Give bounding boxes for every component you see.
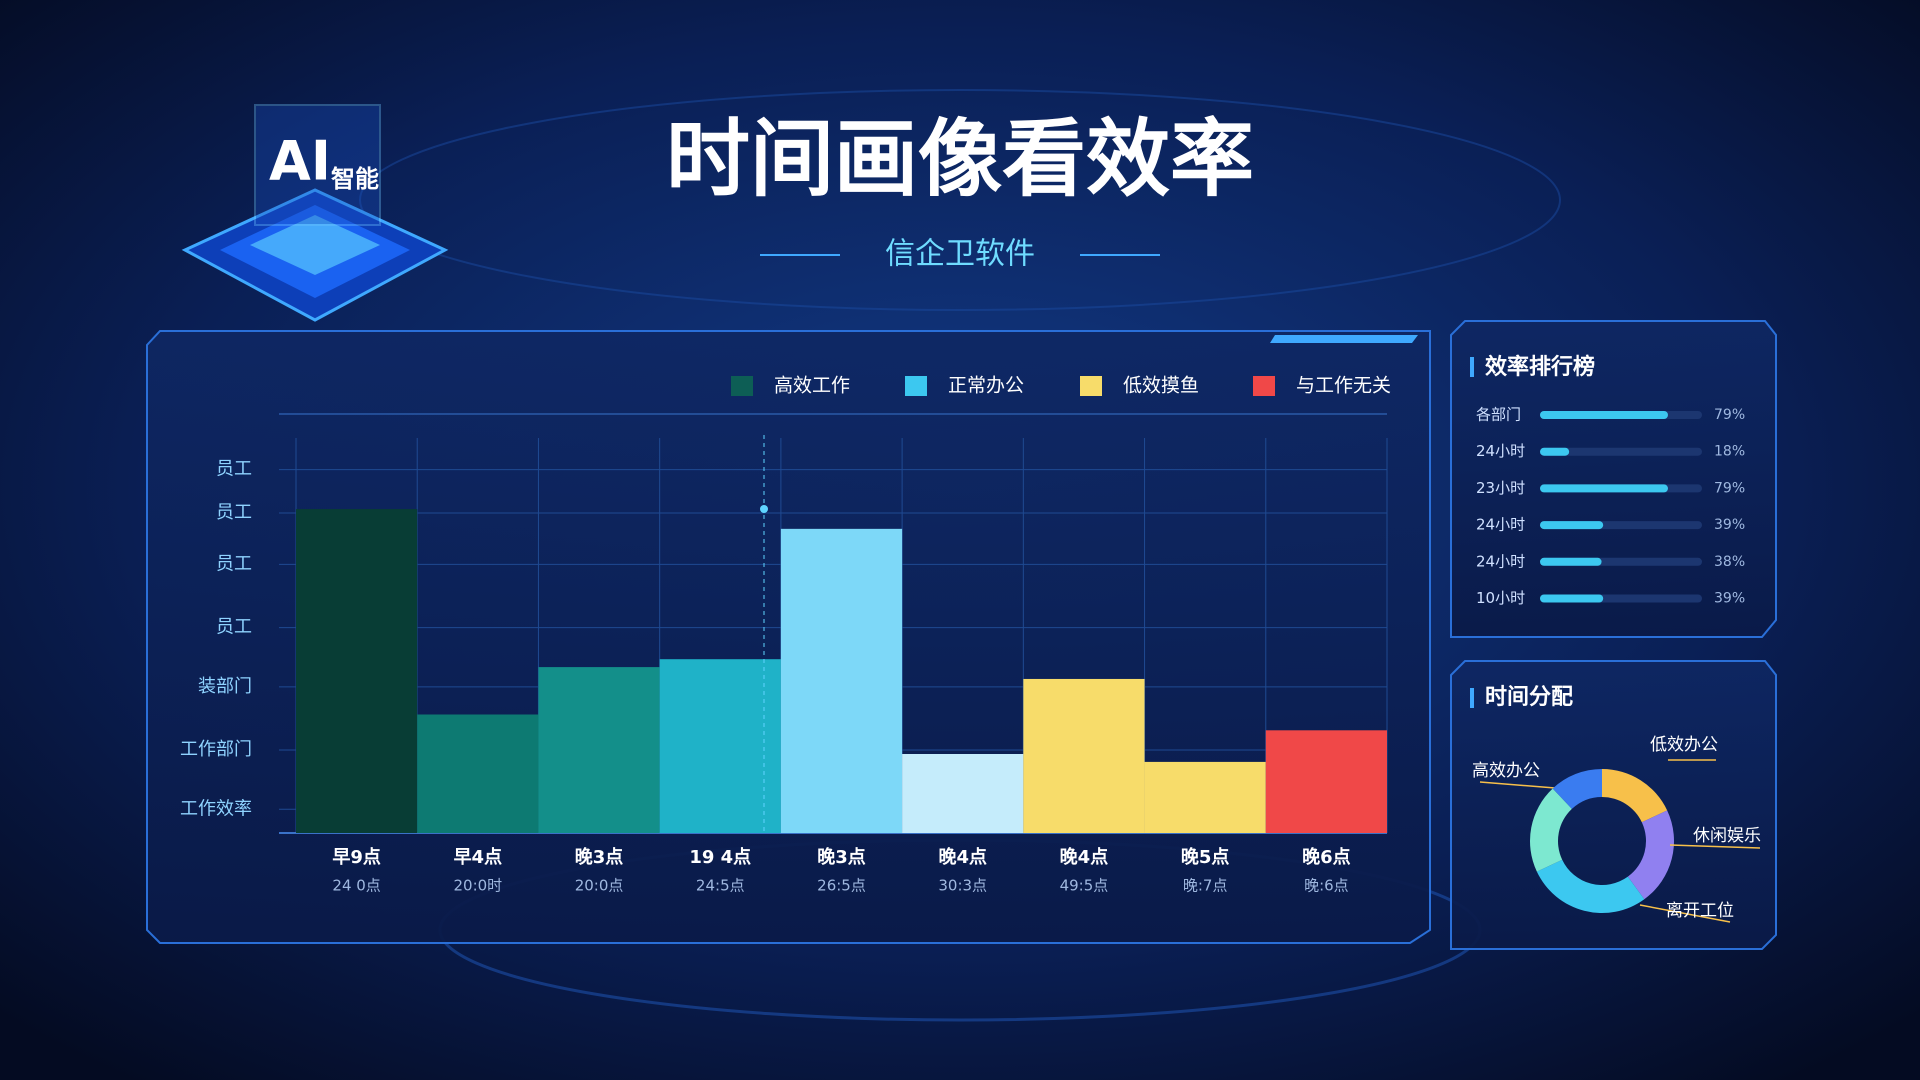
- row-label: 24小时: [1476, 552, 1525, 570]
- bar: [902, 754, 1024, 833]
- badge-subtext: 智能: [331, 165, 379, 193]
- x-tick-sublabel: 26:5点: [817, 877, 866, 895]
- subtitle: 信企卫软件: [885, 237, 1035, 272]
- bar: [780, 528, 903, 833]
- bar: [1265, 730, 1387, 833]
- value-label: 18%: [1714, 444, 1745, 460]
- x-tick-label: 19 4点: [689, 846, 751, 868]
- title-ring: [359, 89, 1561, 311]
- bar: [1144, 761, 1266, 833]
- x-tick-label: 早4点: [454, 846, 503, 868]
- x-tick-label: 晚4点: [938, 846, 987, 868]
- bar: [296, 509, 418, 833]
- x-tick-sublabel: 晚:7点: [1183, 877, 1228, 895]
- legend-label: 低效摸鱼: [1123, 375, 1199, 397]
- x-tick-label: 晚4点: [1060, 846, 1109, 868]
- ai-badge: [181, 104, 449, 322]
- donut-segment: [1602, 769, 1668, 823]
- bar: [659, 659, 781, 833]
- row-label: 24小时: [1476, 442, 1525, 460]
- value-label: 39%: [1714, 517, 1745, 533]
- x-tick-sublabel: 49:5点: [1060, 877, 1109, 895]
- bar: [1540, 594, 1604, 603]
- row-label: 24小时: [1476, 516, 1525, 534]
- x-tick-label: 晚5点: [1181, 846, 1230, 868]
- panel-title: 时间分配: [1485, 685, 1573, 710]
- donut-panel: [1450, 660, 1777, 950]
- leader-line: [1639, 904, 1731, 923]
- x-tick-sublabel: 晚:6点: [1304, 877, 1349, 895]
- x-tick-label: 晚3点: [575, 846, 624, 868]
- legend-swatch: [905, 376, 927, 396]
- bar: [538, 667, 660, 833]
- bar: [1540, 521, 1604, 530]
- y-tick-label: 工作效率: [180, 798, 252, 819]
- panel-deco: [1270, 335, 1418, 343]
- title: 时间画像看效率: [666, 110, 1254, 208]
- legend-swatch: [1253, 376, 1275, 396]
- legend-swatch: [1080, 376, 1102, 396]
- panel-title: 效率排行榜: [1485, 354, 1595, 380]
- donut-label: 休闲娱乐: [1693, 826, 1761, 846]
- title-marker: [1470, 688, 1474, 708]
- bar: [417, 714, 539, 833]
- x-tick-label: 晚6点: [1302, 846, 1351, 868]
- row-label: 各部门: [1476, 406, 1521, 424]
- value-label: 39%: [1714, 591, 1745, 607]
- row-label: 10小时: [1476, 589, 1525, 607]
- cursor-dot: [760, 505, 768, 513]
- bar: [1023, 678, 1145, 833]
- y-tick-label: 工作部门: [180, 739, 252, 760]
- legend-swatch: [731, 376, 753, 396]
- title-marker: [1470, 357, 1474, 377]
- value-label: 38%: [1714, 554, 1745, 570]
- value-label: 79%: [1714, 407, 1745, 423]
- y-tick-label: 员工: [216, 553, 252, 574]
- donut-segment: [1530, 788, 1572, 872]
- bar: [1540, 484, 1668, 493]
- bar: [1540, 447, 1570, 456]
- legend-label: 正常办公: [948, 375, 1024, 397]
- y-tick-label: 员工: [216, 502, 252, 523]
- x-tick-label: 早9点: [332, 846, 381, 868]
- x-tick-sublabel: 20:0点: [575, 877, 624, 895]
- x-tick-sublabel: 24:5点: [696, 877, 745, 895]
- legend-label: 高效工作: [774, 375, 850, 397]
- y-tick-label: 员工: [216, 459, 252, 480]
- donut-label: 高效办公: [1472, 761, 1540, 781]
- leader-line: [1669, 844, 1761, 849]
- row-label: 23小时: [1476, 479, 1525, 497]
- value-label: 79%: [1714, 480, 1745, 496]
- bar: [1540, 557, 1602, 566]
- badge-text: AI: [269, 130, 331, 193]
- donut-label: 低效办公: [1650, 735, 1718, 755]
- x-tick-label: 晚3点: [817, 846, 866, 868]
- x-tick-sublabel: 24 0点: [332, 877, 380, 895]
- donut-segment: [1536, 859, 1645, 914]
- leader-line: [1479, 781, 1556, 789]
- donut-segment: [1627, 810, 1675, 900]
- donut-label: 离开工位: [1666, 901, 1734, 921]
- x-tick-sublabel: 30:3点: [938, 877, 987, 895]
- donut-segment: [1552, 769, 1602, 809]
- y-tick-label: 装部门: [198, 676, 252, 697]
- bar: [1540, 411, 1668, 419]
- legend-label: 与工作无关: [1296, 375, 1391, 397]
- y-tick-label: 员工: [216, 617, 252, 638]
- bar-track: [1540, 447, 1702, 456]
- x-tick-sublabel: 20:0时: [453, 877, 502, 895]
